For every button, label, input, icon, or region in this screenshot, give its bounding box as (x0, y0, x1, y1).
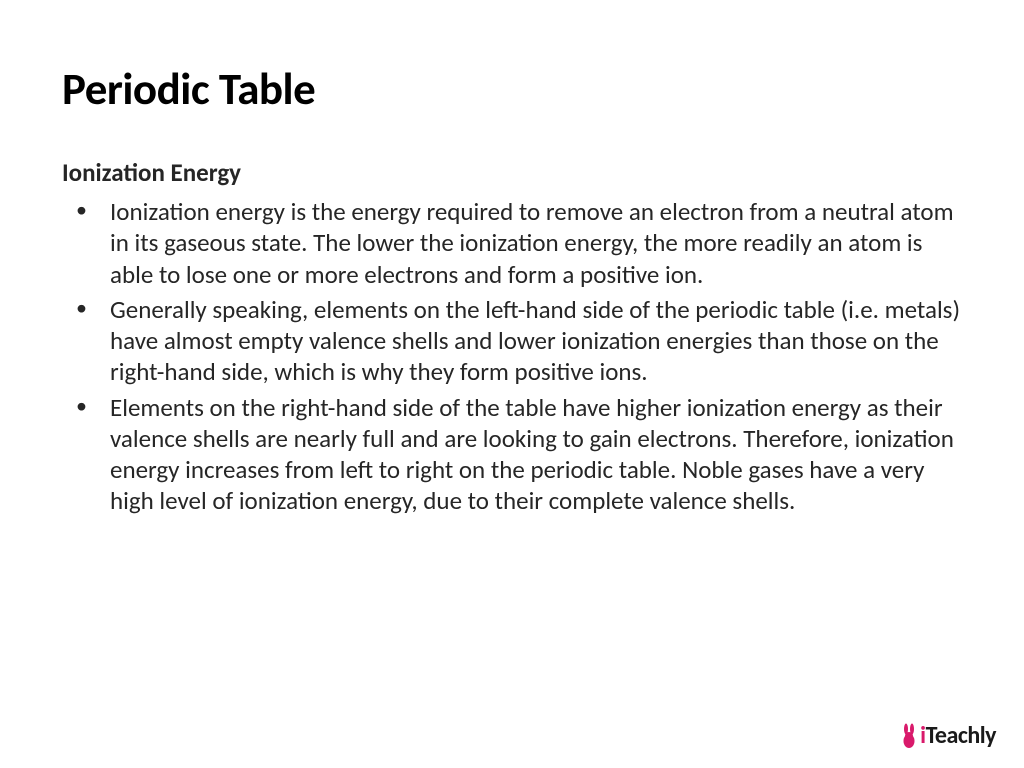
bullet-item: Elements on the right-hand side of the t… (62, 392, 962, 517)
logo-suffix: Teachly (926, 721, 996, 750)
logo-bunny-icon (901, 723, 917, 749)
logo-text: iTeachly (920, 721, 996, 750)
bullet-list: Ionization energy is the energy required… (62, 196, 962, 517)
slide-subtitle: Ionization Energy (62, 157, 962, 188)
slide-title: Periodic Table (62, 62, 962, 117)
bullet-item: Ionization energy is the energy required… (62, 196, 962, 290)
slide-content: Periodic Table Ionization Energy Ionizat… (0, 0, 1024, 517)
bullet-item: Generally speaking, elements on the left… (62, 294, 962, 388)
brand-logo: iTeachly (901, 721, 996, 750)
